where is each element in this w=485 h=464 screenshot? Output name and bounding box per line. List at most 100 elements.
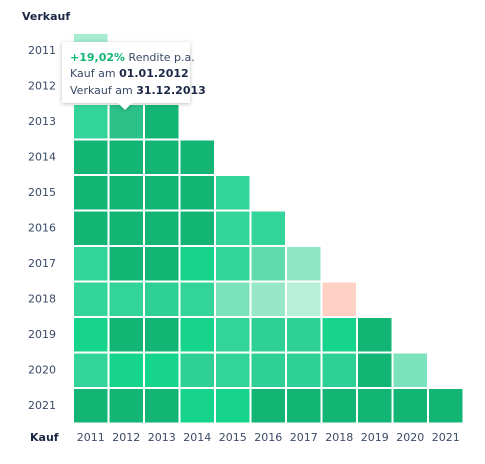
cell xyxy=(251,282,285,316)
y-tick-label: 2016 xyxy=(28,221,56,234)
cell xyxy=(109,389,143,423)
cell xyxy=(287,353,321,387)
cell xyxy=(216,353,250,387)
cell xyxy=(74,211,108,245)
tooltip-line: Kauf am 01.01.2012 xyxy=(70,67,189,80)
cell xyxy=(180,176,214,210)
cell xyxy=(287,282,321,316)
y-tick-label: 2013 xyxy=(28,115,56,128)
cell xyxy=(287,389,321,423)
cell xyxy=(322,389,356,423)
tooltip: +19,02% Rendite p.a. Kauf am 01.01.2012 … xyxy=(62,42,206,110)
tooltip-date: 01.01.2012 xyxy=(119,67,189,80)
cell xyxy=(109,247,143,281)
x-tick-label: 2017 xyxy=(290,431,318,444)
cell xyxy=(216,211,250,245)
y-tick-label: 2012 xyxy=(28,79,56,92)
x-tick-label: 2016 xyxy=(254,431,282,444)
cell xyxy=(109,140,143,174)
tooltip-line: +19,02% Rendite p.a. xyxy=(70,51,195,64)
cell xyxy=(109,353,143,387)
tooltip-label: Kauf am xyxy=(70,67,116,80)
cell xyxy=(74,176,108,210)
cell xyxy=(145,176,179,210)
cell xyxy=(145,211,179,245)
y-tick-label: 2021 xyxy=(28,399,56,412)
tooltip-line: Verkauf am 31.12.2013 xyxy=(70,84,206,97)
x-tick-label: 2012 xyxy=(112,431,140,444)
cells xyxy=(74,34,463,423)
tooltip-label: Verkauf am xyxy=(70,84,133,97)
cell xyxy=(180,140,214,174)
cell xyxy=(216,318,250,352)
cell xyxy=(180,282,214,316)
cell xyxy=(322,282,356,316)
cell xyxy=(180,318,214,352)
tooltip-return: +19,02% xyxy=(70,51,125,64)
cell xyxy=(287,318,321,352)
cell xyxy=(180,211,214,245)
cell xyxy=(393,353,427,387)
cell xyxy=(109,105,143,139)
y-tick-label: 2019 xyxy=(28,328,56,341)
y-axis-title: Verkauf xyxy=(22,10,70,23)
cell xyxy=(216,389,250,423)
x-tick-label: 2014 xyxy=(183,431,211,444)
tooltip-box xyxy=(62,42,190,110)
cell xyxy=(322,353,356,387)
x-tick-label: 2021 xyxy=(432,431,460,444)
cell xyxy=(145,353,179,387)
x-tick-label: 2018 xyxy=(325,431,353,444)
cell xyxy=(180,353,214,387)
cell xyxy=(251,247,285,281)
cell xyxy=(109,282,143,316)
cell xyxy=(109,176,143,210)
cell xyxy=(216,176,250,210)
cell xyxy=(180,389,214,423)
cell xyxy=(109,318,143,352)
y-tick-label: 2015 xyxy=(28,186,56,199)
x-tick-label: 2013 xyxy=(148,431,176,444)
cell xyxy=(145,247,179,281)
x-tick-label: 2019 xyxy=(361,431,389,444)
cell xyxy=(358,353,392,387)
y-tick-label: 2011 xyxy=(28,44,56,57)
cell xyxy=(145,140,179,174)
cell xyxy=(216,247,250,281)
cell xyxy=(358,318,392,352)
cell xyxy=(145,318,179,352)
cell xyxy=(393,389,427,423)
cell xyxy=(180,247,214,281)
cell xyxy=(287,247,321,281)
y-tick-label: 2017 xyxy=(28,257,56,270)
cell xyxy=(74,389,108,423)
tooltip-label: Rendite p.a. xyxy=(129,51,195,64)
cell xyxy=(216,282,250,316)
cell xyxy=(251,211,285,245)
cell xyxy=(429,389,463,423)
cell xyxy=(322,318,356,352)
cell xyxy=(74,318,108,352)
cell xyxy=(109,211,143,245)
cell xyxy=(251,389,285,423)
x-tick-label: 2011 xyxy=(77,431,105,444)
cell xyxy=(145,105,179,139)
cell xyxy=(74,353,108,387)
cell xyxy=(358,389,392,423)
y-tick-label: 2018 xyxy=(28,292,56,305)
cell xyxy=(145,389,179,423)
cell xyxy=(251,353,285,387)
x-tick-label: 2020 xyxy=(396,431,424,444)
y-tick-label: 2014 xyxy=(28,150,56,163)
cell xyxy=(74,140,108,174)
cell xyxy=(251,318,285,352)
cell xyxy=(74,105,108,139)
tooltip-date: 31.12.2013 xyxy=(136,84,206,97)
x-tick-label: 2015 xyxy=(219,431,247,444)
y-tick-label: 2020 xyxy=(28,363,56,376)
x-axis-title: Kauf xyxy=(30,431,59,444)
cell xyxy=(74,282,108,316)
cell xyxy=(145,282,179,316)
cell xyxy=(74,247,108,281)
